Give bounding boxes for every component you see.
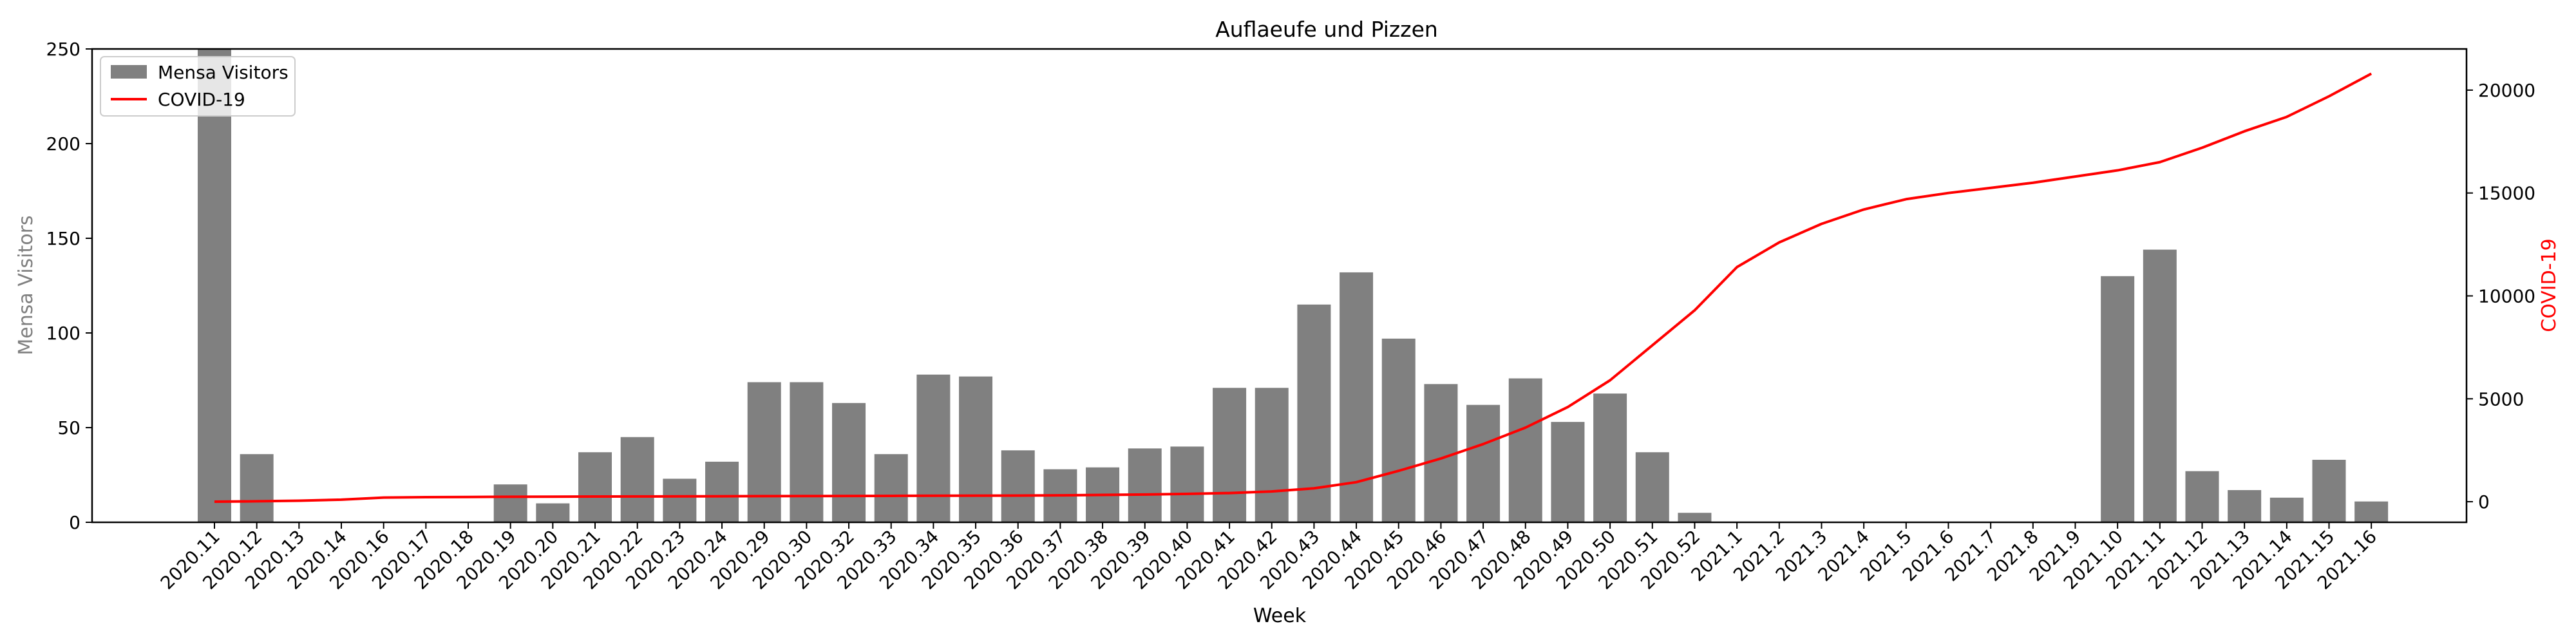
line-series-group <box>214 72 2372 504</box>
bar <box>2312 459 2346 522</box>
right-axis-label: COVID-19 <box>2538 238 2561 332</box>
bar <box>874 454 908 522</box>
bar <box>1508 378 1542 522</box>
bar <box>747 382 781 522</box>
right-tick-label: 5000 <box>2478 388 2524 410</box>
legend-label-mensa-visitors: Mensa Visitors <box>158 62 289 83</box>
bar <box>2269 497 2304 522</box>
bar <box>1381 338 1416 522</box>
bar <box>2228 490 2262 522</box>
right-tick-label: 20000 <box>2478 80 2535 101</box>
bar <box>536 503 570 522</box>
right-axis: 0 5000 10000 15000 20000 <box>2467 80 2535 513</box>
bar <box>1170 446 1204 522</box>
bar <box>916 374 951 522</box>
right-tick-label: 0 <box>2478 491 2490 513</box>
chart-title: Auflaeufe und Pizzen <box>1215 17 1438 42</box>
bar <box>1678 513 1712 522</box>
bar <box>2143 249 2177 522</box>
bar <box>1551 422 1585 522</box>
legend-swatch-mensa-visitors <box>111 65 147 79</box>
bar <box>493 484 527 522</box>
legend: Mensa Visitors COVID-19 <box>100 56 296 117</box>
left-tick-label: 0 <box>69 512 80 533</box>
left-tick-label: 250 <box>46 39 80 60</box>
bar <box>832 402 866 522</box>
bar <box>240 454 274 522</box>
bar <box>959 376 993 522</box>
x-axis-label: Week <box>1253 605 1307 627</box>
left-axis-label: Mensa Visitors <box>15 215 37 355</box>
bar <box>663 478 697 522</box>
bar <box>198 49 231 522</box>
covid-19-line <box>214 72 2372 504</box>
bar <box>620 437 654 522</box>
bar <box>1340 272 1374 522</box>
bar <box>1635 452 1669 522</box>
plot-frame <box>91 48 2468 524</box>
legend-label-covid-19: COVID-19 <box>158 89 245 110</box>
left-tick-label: 200 <box>46 133 80 155</box>
bar <box>1001 450 1035 522</box>
x-axis: 2020.112020.122020.132020.142020.162020.… <box>156 522 2381 594</box>
bar <box>1255 388 1289 522</box>
bar <box>1593 393 1627 522</box>
bar-series-group <box>198 49 2389 522</box>
bar <box>1466 404 1501 522</box>
right-tick-label: 15000 <box>2478 183 2535 204</box>
bar <box>1213 388 1247 522</box>
bar <box>705 461 739 522</box>
legend-box <box>100 56 296 117</box>
left-axis: 0 50 100 150 200 250 <box>46 39 92 533</box>
bar <box>578 452 612 522</box>
bar <box>790 382 824 522</box>
bar <box>1424 384 1458 522</box>
bar <box>2354 501 2389 522</box>
bar <box>2185 471 2219 522</box>
left-tick-label: 50 <box>57 417 80 439</box>
right-tick-label: 10000 <box>2478 285 2535 307</box>
left-tick-label: 150 <box>46 228 80 249</box>
bar <box>1128 448 1162 522</box>
left-tick-label: 100 <box>46 323 80 344</box>
bar <box>2101 276 2135 522</box>
